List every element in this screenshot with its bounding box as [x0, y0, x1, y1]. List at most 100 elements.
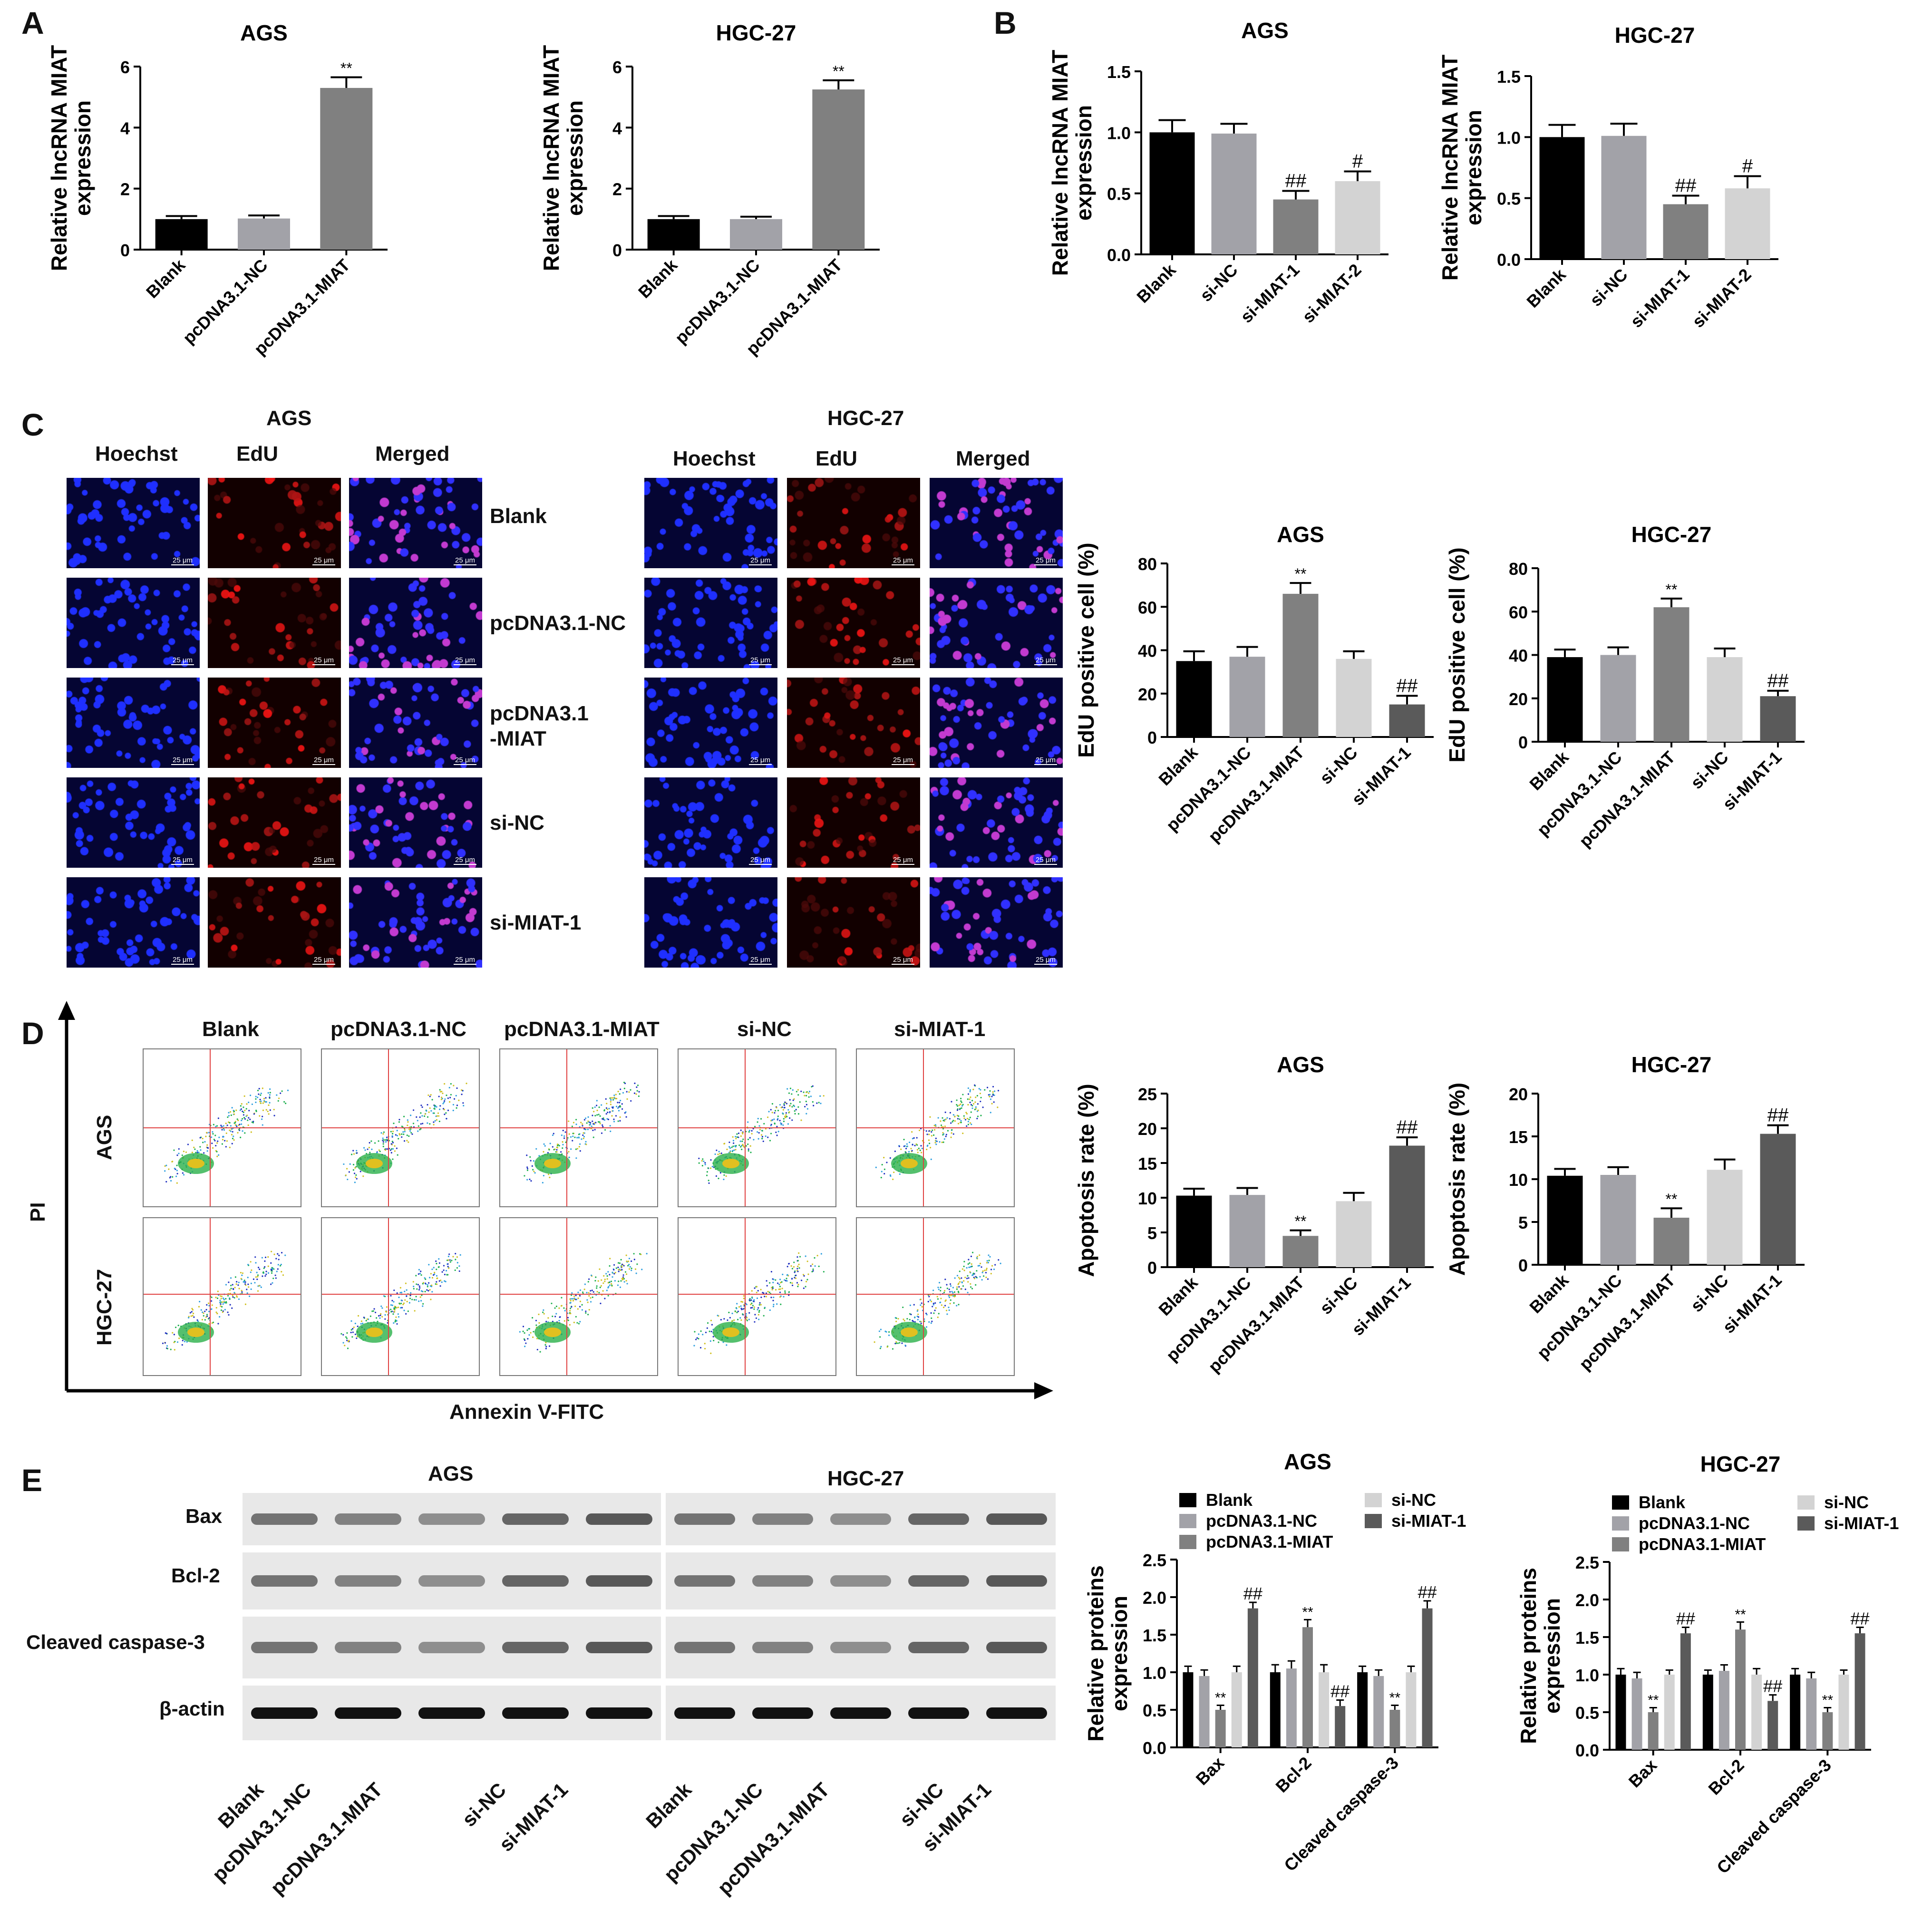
y-tick-label: 0	[1518, 1256, 1528, 1275]
flow-event	[968, 1118, 970, 1120]
flow-event	[178, 1338, 180, 1339]
flow-event	[198, 1152, 200, 1154]
flow-event	[202, 1311, 204, 1313]
flow-event	[949, 1112, 951, 1114]
flow-event	[421, 1115, 423, 1117]
flow-event	[265, 1270, 267, 1272]
flow-event	[354, 1167, 356, 1169]
y-tick-label: 1.0	[1575, 1666, 1599, 1685]
flow-event	[192, 1312, 194, 1314]
flow-event	[262, 1102, 264, 1104]
flow-event	[733, 1149, 735, 1151]
flow-event	[883, 1173, 885, 1175]
flow-event	[412, 1123, 415, 1124]
flow-event	[216, 1151, 218, 1153]
flow-event	[206, 1144, 208, 1146]
flow-event	[777, 1131, 779, 1133]
flow-event	[610, 1099, 612, 1101]
flow-event	[972, 1103, 975, 1105]
flow-event	[356, 1150, 358, 1152]
flow-event	[427, 1094, 429, 1096]
flow-event	[284, 1254, 286, 1256]
flow-event	[630, 1100, 632, 1102]
flow-event	[956, 1099, 958, 1101]
flow-event	[717, 1154, 719, 1155]
flow-event	[244, 1132, 246, 1134]
flow-event	[951, 1129, 953, 1131]
flow-event	[430, 1273, 432, 1275]
flow-event	[410, 1132, 412, 1134]
flow-event	[285, 1103, 287, 1105]
flow-event	[972, 1088, 974, 1090]
x-tick-label: Blank	[1525, 1270, 1573, 1317]
flow-event	[187, 1144, 189, 1145]
flow-event	[952, 1133, 954, 1135]
flow-event	[229, 1111, 232, 1113]
flow-event	[991, 1095, 993, 1097]
flow-event	[370, 1140, 372, 1142]
flow-event	[406, 1134, 408, 1136]
flow-event	[198, 1306, 200, 1308]
flow-event	[268, 1104, 270, 1106]
significance-mark: **	[1295, 1213, 1307, 1230]
flow-event	[280, 1263, 282, 1266]
flow-event	[765, 1128, 767, 1130]
flow-event	[164, 1342, 166, 1344]
flow-event	[749, 1145, 751, 1147]
flow-event	[211, 1304, 213, 1306]
flow-event	[607, 1111, 609, 1114]
flow-scatter	[679, 1049, 835, 1206]
flow-event	[446, 1095, 447, 1096]
flow-event	[782, 1112, 784, 1114]
flow-event	[176, 1154, 178, 1156]
flow-event	[726, 1148, 728, 1151]
flow-event	[980, 1115, 982, 1116]
flow-event	[221, 1306, 223, 1308]
flow-event	[203, 1312, 204, 1314]
flow-event	[583, 1119, 585, 1121]
flow-event	[164, 1165, 166, 1167]
flow-event	[231, 1107, 233, 1109]
flow-event	[255, 1098, 257, 1100]
flow-event	[391, 1133, 394, 1134]
flow-event	[980, 1096, 982, 1099]
flow-event	[369, 1142, 370, 1144]
legend-swatch	[1797, 1516, 1815, 1531]
bar	[647, 219, 700, 250]
flow-event	[247, 1124, 249, 1126]
flow-event	[443, 1109, 445, 1111]
flow-event	[342, 1342, 344, 1344]
bar	[1302, 1627, 1313, 1747]
flow-event	[262, 1275, 263, 1277]
flow-event	[445, 1270, 447, 1272]
flow-event	[628, 1091, 630, 1093]
flow-event	[975, 1106, 977, 1108]
flow-event	[172, 1332, 174, 1334]
flow-event	[961, 1101, 962, 1103]
flow-event	[404, 1129, 406, 1131]
flow-event	[970, 1096, 971, 1098]
significance-mark: ##	[1675, 175, 1697, 196]
flow-event	[770, 1133, 772, 1134]
significance-mark: ##	[1767, 1105, 1789, 1126]
flow-event	[176, 1182, 178, 1184]
legend-swatch	[1179, 1493, 1196, 1507]
flow-event	[926, 1145, 928, 1147]
flow-event	[225, 1146, 227, 1148]
bar	[1707, 1170, 1743, 1265]
flow-event	[433, 1124, 435, 1125]
flow-event	[962, 1094, 964, 1095]
bar	[1822, 1712, 1833, 1750]
flow-event	[453, 1098, 456, 1100]
scale-bar: 25 μm	[1034, 556, 1057, 565]
flow-event	[255, 1110, 257, 1113]
flow-event	[950, 1136, 952, 1138]
flow-event	[252, 1278, 255, 1280]
flow-event	[620, 1100, 621, 1102]
y-axis-label-line: expression	[70, 100, 95, 216]
flow-event	[232, 1295, 233, 1297]
flow-event	[603, 1110, 605, 1112]
flow-event	[392, 1158, 394, 1160]
flow-event	[191, 1152, 193, 1154]
flow-event	[239, 1109, 241, 1111]
